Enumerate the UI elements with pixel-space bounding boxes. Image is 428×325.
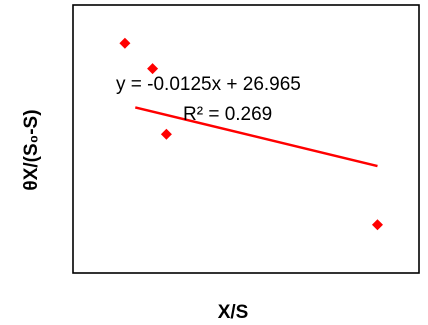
trendline [134,106,378,168]
x-axis-title: X/S [218,302,249,323]
y-axis-title: θX/(S₀-S) [21,109,42,190]
plot-area-frame [72,4,420,274]
data-point-4 [371,219,383,231]
trendline-layer [134,106,378,168]
trendline-equation: y = -0.0125x + 26.965 [116,74,301,95]
trendline-r2: R² = 0.269 [183,104,272,125]
points-layer [119,37,383,231]
data-point-3 [160,128,172,140]
data-point-1 [119,37,131,49]
data-point-2 [147,63,159,75]
